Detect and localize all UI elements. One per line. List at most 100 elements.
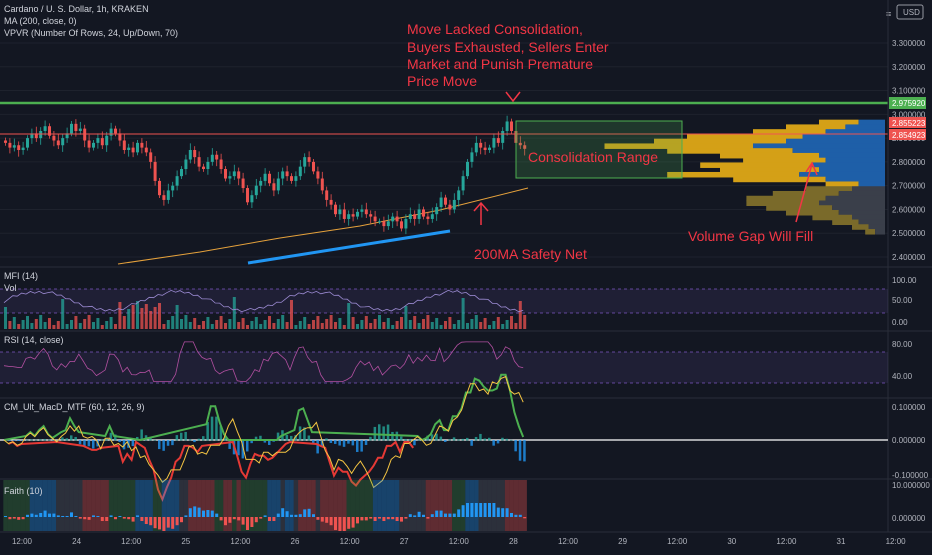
price-tick: 3.300000 [892, 39, 926, 48]
faith-bg-cell [86, 480, 92, 531]
candle-body [193, 150, 197, 158]
vp-down-bar [838, 210, 885, 216]
vp-up-bar [786, 210, 839, 216]
macd-hist-bar [74, 436, 77, 441]
macd-hist-bar [241, 440, 245, 459]
faith-bg-cell [267, 480, 272, 531]
candle-body [413, 214, 417, 219]
candle-body [237, 171, 241, 179]
candle-body [224, 169, 227, 179]
faith-bg-cell [364, 480, 369, 531]
volume-bar [87, 315, 91, 329]
vp-up-bar [786, 124, 846, 130]
faith-bg-cell [430, 480, 435, 531]
time-tick: 12:00 [886, 537, 907, 546]
candle-body [294, 176, 298, 181]
faith-title: Faith (10) [4, 486, 43, 496]
volume-bar [202, 321, 205, 329]
volume-bar [298, 321, 302, 329]
volume-bar [272, 323, 276, 329]
volume-bar [457, 320, 461, 329]
faith-bar [457, 509, 461, 517]
faith-bar [400, 517, 403, 522]
volume-bar [70, 320, 73, 329]
mfi-tick-50: 50.00 [892, 296, 913, 305]
candle-body [483, 147, 487, 150]
time-axis: 12:00 24 12:00 25 12:00 26 12:00 27 12:00 28 12:00… [12, 537, 906, 546]
faith-bar [466, 503, 469, 517]
rsi-band [0, 352, 888, 383]
faith-bg-cell [293, 480, 299, 531]
macd-tick-zero: 0.000000 [892, 436, 926, 445]
macd-hist-bar [206, 422, 209, 441]
macd-hist-bar [263, 440, 267, 443]
macd-hist-bar [518, 440, 522, 461]
faith-bar [373, 517, 377, 521]
macd-hist-bar [444, 440, 447, 442]
candle-body [43, 126, 47, 131]
faith-bg-cell [403, 480, 409, 531]
faith-bg-cell [350, 480, 356, 531]
consolidation-range-box[interactable] [515, 120, 683, 179]
macd-hist-bar [466, 437, 469, 441]
volume-bar [246, 325, 249, 329]
volume-bar [26, 316, 29, 329]
volume-bar [276, 319, 280, 329]
time-tick: 29 [618, 537, 627, 546]
candle-body [39, 130, 43, 139]
faith-bg-cell [161, 480, 167, 531]
vp-up-bar [733, 176, 826, 183]
time-tick: 12:00 [340, 537, 361, 546]
volume-bar [184, 315, 188, 329]
faith-bg-cell [509, 480, 514, 531]
price-tick: 2.400000 [892, 253, 926, 262]
vp-down-bar [819, 167, 885, 173]
candle-body [404, 218, 408, 229]
candle-body [219, 159, 223, 170]
faith-bar [307, 508, 311, 517]
macd-hist-bar [109, 432, 113, 441]
faith-bg-cell [359, 480, 365, 531]
volume-bar [193, 318, 197, 329]
menu-icon[interactable]: ≡ [886, 9, 891, 19]
candle-body [430, 214, 434, 219]
volume-bar [342, 325, 346, 329]
faith-background [3, 480, 527, 531]
indicator-vpvr-label: VPVR (Number Of Rows, 24, Up/Down, 70) [4, 28, 178, 38]
volume-bar [228, 319, 232, 329]
candle-body [347, 214, 351, 219]
faith-bg-cell [254, 480, 259, 531]
faith-bar [180, 517, 183, 523]
volume-bar [78, 323, 82, 329]
macd-signal-line [3, 375, 524, 489]
candle-body [470, 152, 474, 162]
faith-bar [43, 510, 47, 517]
volume-bar [518, 301, 522, 329]
macd-hist-bar [439, 436, 443, 441]
vp-up-bar [667, 148, 793, 154]
faith-bar [285, 511, 289, 517]
macd-hist-bar [122, 440, 126, 450]
macd-hist-bar [30, 439, 33, 441]
macd-hist-bar [382, 426, 385, 441]
volume-bar [259, 324, 263, 329]
volume-bar [360, 320, 364, 329]
volume-bar [215, 320, 219, 329]
macd-hist-bar [474, 436, 478, 441]
currency-button[interactable] [896, 4, 924, 20]
volume-bar [444, 321, 447, 329]
candle-body [78, 128, 82, 131]
support-trendline[interactable] [247, 229, 451, 265]
volume-bar [114, 324, 117, 329]
candle-body [166, 190, 170, 200]
faith-bar [78, 517, 82, 519]
faith-bar [417, 511, 421, 517]
faith-bar [523, 517, 527, 519]
faith-bar [386, 517, 390, 520]
vp-down-bar [825, 129, 885, 135]
faith-bg-cell [188, 480, 193, 531]
faith-bg-cell [443, 480, 448, 531]
volume-bars [4, 297, 527, 329]
faith-bar [320, 517, 324, 522]
